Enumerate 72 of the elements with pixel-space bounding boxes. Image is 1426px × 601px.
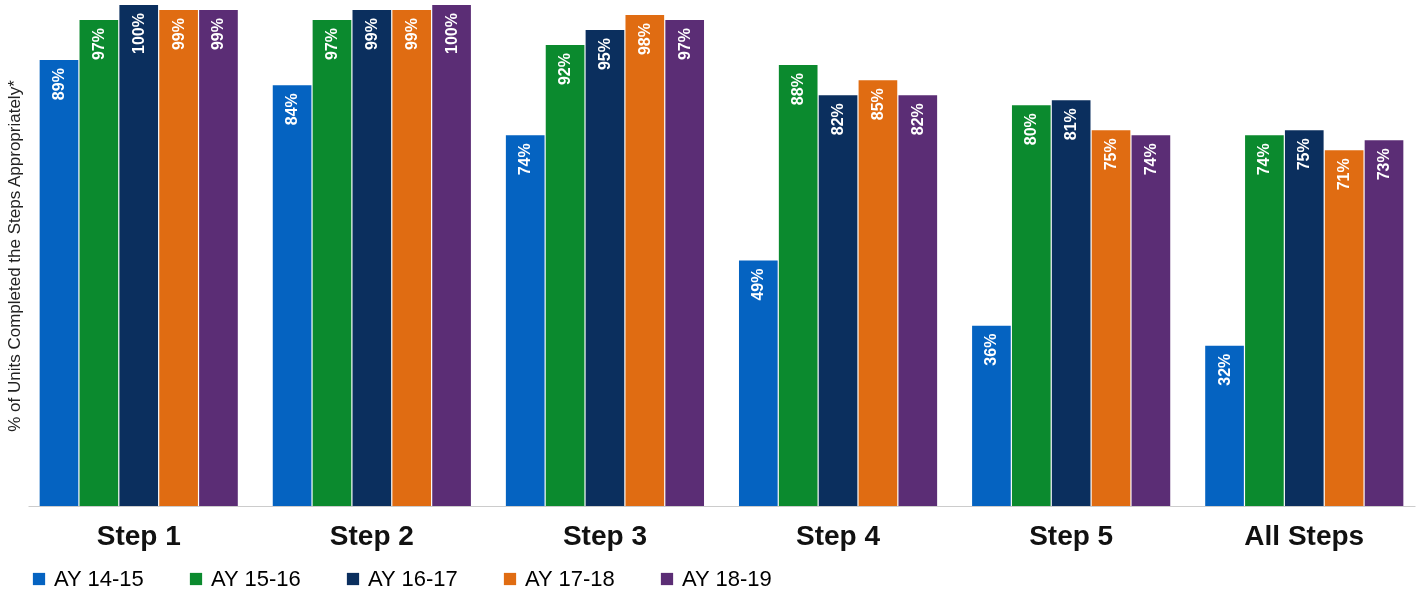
- data-label: 75%: [1102, 138, 1120, 171]
- bar: [665, 20, 705, 506]
- bar: [119, 5, 159, 506]
- data-label: 99%: [209, 18, 227, 51]
- data-label: 95%: [595, 38, 613, 71]
- data-label: 97%: [89, 28, 107, 61]
- bar: [972, 325, 1011, 506]
- data-label: 74%: [1141, 143, 1159, 176]
- data-label: 74%: [516, 143, 534, 176]
- data-label: 75%: [1295, 138, 1313, 171]
- data-label: 99%: [402, 18, 420, 51]
- data-label: 74%: [1255, 143, 1273, 176]
- data-label: 92%: [556, 53, 574, 86]
- legend-label: AY 15-16: [211, 566, 301, 591]
- bar: [392, 10, 432, 506]
- data-label: 97%: [675, 28, 693, 61]
- data-label: 100%: [129, 13, 147, 54]
- data-label: 85%: [868, 88, 886, 121]
- data-label: 84%: [283, 93, 301, 126]
- bar: [1131, 135, 1171, 506]
- legend-label: AY 14-15: [54, 566, 144, 591]
- data-label: 88%: [789, 73, 807, 106]
- bar: [1284, 130, 1324, 506]
- bar: [778, 65, 818, 506]
- bar: [1205, 345, 1244, 506]
- legend-label: AY 18-19: [682, 566, 772, 591]
- data-label: 49%: [749, 268, 767, 301]
- data-label: 97%: [322, 28, 340, 61]
- legend-label: AY 17-18: [525, 566, 615, 591]
- data-label: 100%: [442, 13, 460, 54]
- bar: [1245, 135, 1284, 506]
- data-label: 73%: [1375, 148, 1393, 181]
- x-tick-label: Step 2: [329, 519, 414, 551]
- bar: [1011, 105, 1051, 506]
- y-axis-title: % of Units Completed the Steps Appropriately*: [4, 79, 24, 432]
- data-label: 36%: [982, 333, 1000, 366]
- bar: [79, 20, 119, 506]
- data-label: 82%: [908, 103, 926, 136]
- bar: [818, 95, 858, 506]
- bar: [159, 10, 198, 506]
- data-label: 99%: [362, 18, 380, 51]
- legend-label: AY 16-17: [368, 566, 458, 591]
- data-label: 71%: [1335, 158, 1353, 191]
- x-tick-label: Step 1: [96, 519, 181, 551]
- bar: [352, 10, 392, 506]
- data-label: 81%: [1062, 108, 1080, 141]
- data-label: 80%: [1022, 113, 1040, 146]
- bar: [898, 95, 938, 506]
- bar: [625, 15, 665, 506]
- bar: [505, 135, 545, 506]
- bar: [545, 45, 585, 506]
- data-label: 32%: [1215, 353, 1233, 386]
- bar: [1364, 140, 1404, 506]
- x-tick-label: Step 5: [1029, 519, 1114, 551]
- data-label: 89%: [49, 68, 67, 101]
- bar: [1091, 130, 1131, 506]
- bar: [272, 85, 312, 506]
- data-label: 98%: [635, 23, 653, 56]
- x-tick-label: Step 3: [562, 519, 647, 551]
- bar: [39, 60, 79, 506]
- bar: [1324, 150, 1364, 506]
- bar: [585, 30, 625, 506]
- data-label: 82%: [829, 103, 847, 136]
- bar: [738, 260, 778, 506]
- bar: [1051, 100, 1091, 506]
- data-label: 99%: [169, 18, 187, 51]
- x-tick-label: Step 4: [796, 519, 881, 551]
- bar: [199, 10, 238, 506]
- bar: [858, 80, 898, 506]
- x-tick-label: All Steps: [1244, 519, 1365, 551]
- bar: [312, 20, 352, 506]
- bar: [432, 5, 471, 506]
